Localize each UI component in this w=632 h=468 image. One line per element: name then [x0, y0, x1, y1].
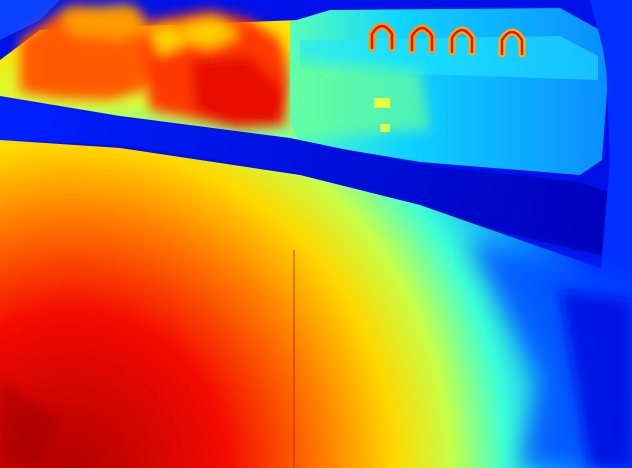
- shelf-edge-band: [0, 96, 632, 262]
- corner-bottom-left: [0, 380, 60, 468]
- container-spots: [374, 98, 390, 132]
- foreground-surface: [0, 140, 632, 468]
- container-handles: [368, 22, 526, 58]
- shelf-objects: [20, 4, 292, 128]
- corner-top-left: [0, 0, 60, 40]
- foreground-right-edge: [560, 290, 632, 468]
- container-front-near: [290, 60, 430, 138]
- right-wall: [590, 0, 632, 300]
